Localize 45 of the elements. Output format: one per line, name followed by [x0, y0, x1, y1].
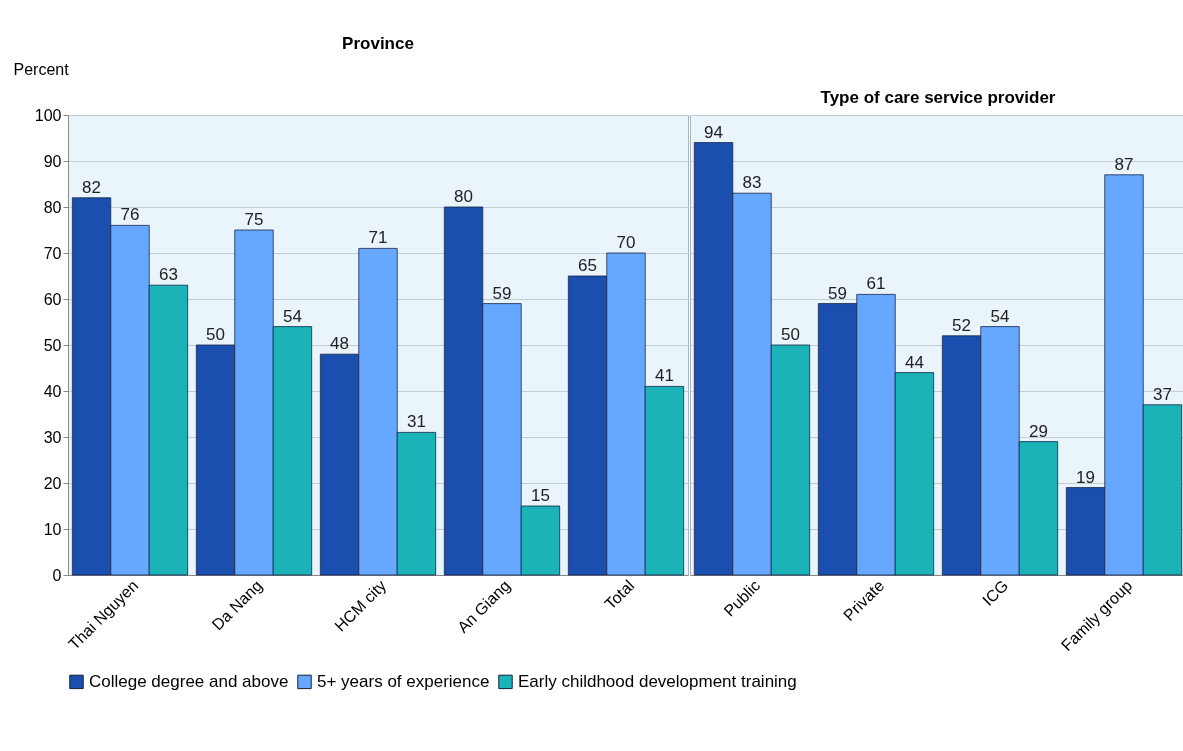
- x-tick-label: ICG: [979, 576, 1012, 609]
- data-label: 83: [742, 173, 762, 193]
- data-label: 54: [990, 306, 1010, 326]
- data-label: 41: [654, 366, 674, 386]
- data-label: 75: [244, 210, 264, 229]
- data-label: 59: [492, 283, 512, 303]
- chart-title: Province: [342, 34, 414, 53]
- y-tick-label: 40: [43, 382, 62, 400]
- data-label: 80: [454, 187, 474, 206]
- y-tick-label: 70: [43, 244, 62, 262]
- y-tick-label: 20: [43, 474, 62, 492]
- y-axis-title: Percent: [13, 60, 70, 78]
- data-label: 15: [530, 486, 550, 505]
- data-label: 87: [1114, 154, 1134, 174]
- y-tick-label: 0: [52, 566, 62, 584]
- data-label: 50: [206, 325, 226, 344]
- data-label: 59: [828, 283, 848, 303]
- data-label: 70: [616, 233, 636, 252]
- data-label: 44: [904, 352, 924, 372]
- data-label: 52: [952, 315, 972, 335]
- data-label: 37: [1152, 384, 1172, 404]
- data-label: 29: [1028, 421, 1048, 441]
- data-label: 54: [282, 306, 302, 326]
- y-tick-label: 100: [34, 106, 62, 124]
- legend-label: College degree and above: [89, 671, 289, 691]
- data-label: 50: [780, 325, 800, 344]
- y-tick-label: 90: [43, 152, 62, 170]
- y-tick-label: 50: [43, 336, 62, 354]
- data-label: 76: [120, 205, 140, 225]
- y-tick-label: 60: [43, 290, 62, 308]
- y-tick-label: 10: [43, 520, 62, 538]
- data-label: 61: [866, 274, 886, 294]
- chart-title: Type of care service provider: [820, 88, 1056, 107]
- data-label: 65: [578, 256, 598, 275]
- legend-label: 5+ years of experience: [317, 671, 490, 691]
- data-label: 19: [1076, 467, 1096, 487]
- y-tick-label: 30: [43, 428, 62, 446]
- data-label: 63: [158, 265, 178, 285]
- data-label: 82: [82, 177, 102, 197]
- data-label: 31: [406, 412, 426, 432]
- data-label: 71: [368, 228, 388, 248]
- data-label: 48: [330, 334, 350, 354]
- data-label: 94: [704, 122, 724, 142]
- legend-label: Early childhood development training: [518, 671, 797, 691]
- y-tick-label: 80: [43, 198, 62, 216]
